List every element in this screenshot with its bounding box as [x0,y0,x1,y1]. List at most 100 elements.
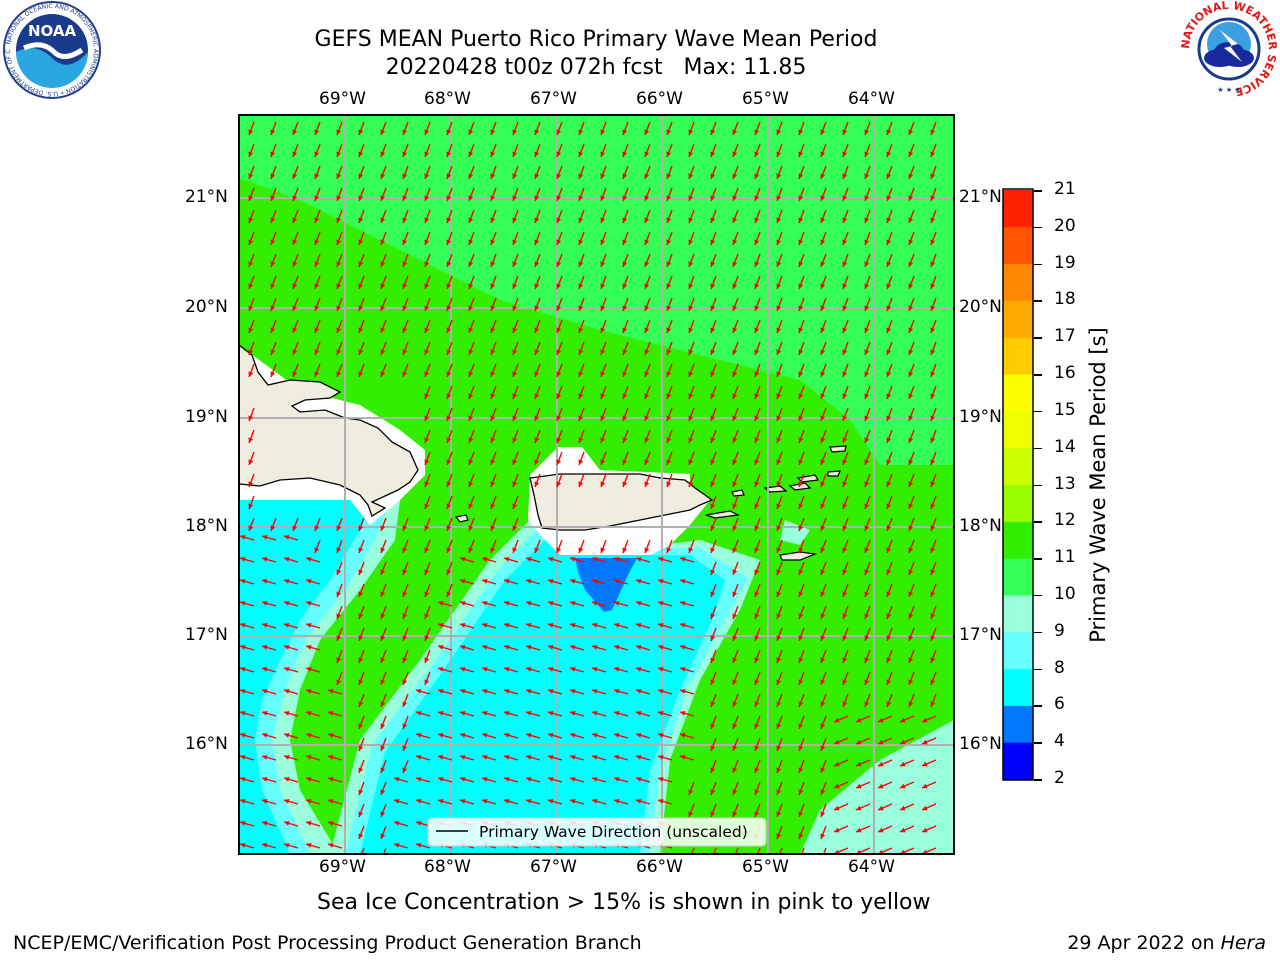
wave-arrow-head [864,371,870,377]
wave-arrow-head [930,459,936,465]
wave-arrow-head [512,349,518,355]
wave-arrow-head [754,349,760,355]
wave-arrow-head [490,261,496,267]
wave-arrow-head [922,783,928,789]
wave-arrow-head [776,525,782,531]
wave-arrow-head [306,688,312,694]
wave-arrow-head [504,600,510,606]
wave-arrow-head [424,657,430,663]
wave-arrow-head [622,305,628,311]
colorbar-tick-mark [1034,705,1042,707]
colorbar-tick-label: 16 [1054,363,1076,384]
wave-arrow-head [336,569,342,575]
wave-arrow-head [842,217,848,223]
wave-arrow-head [776,745,782,751]
wave-arrow-head [482,578,488,584]
wave-arrow-head [468,481,474,487]
wave-arrow-head [622,217,628,223]
wave-arrow-head [424,503,430,509]
land-puerto-rico [529,473,714,531]
wave-arrow-head [578,173,584,179]
wave-arrow-head [864,569,870,575]
wave-arrow-head [710,437,716,443]
wave-arrow-head [622,371,628,377]
wave-arrow-head [886,415,892,421]
wave-arrow-head [358,129,364,135]
sea-ice-note: Sea Ice Concentration > 15% is shown in … [317,890,931,915]
lat-label-right: 18°N [959,516,1002,536]
wave-arrow-head [446,525,452,531]
wave-arrow-head [930,195,936,201]
wave-arrow-head [468,415,474,421]
wave-arrow-head [614,754,620,760]
chart-title-line2: 20220428 t00z 072h fcst Max: 11.85 [385,55,807,80]
wave-arrow-head [592,666,598,672]
wave-arrow-head [688,195,694,201]
wave-arrow-head [512,217,518,223]
wave-arrow-head [490,217,496,223]
wave-arrow-head [490,525,496,531]
colorbar-tick-label: 14 [1054,436,1076,457]
wave-arrow-head [482,556,488,562]
wave-arrow-head [842,547,848,553]
wave-arrow-head [380,833,386,839]
lon-label-bottom: 68°W [424,857,471,877]
wave-arrow-head [534,129,540,135]
wave-arrow-head [358,151,364,157]
wave-arrow-head [358,679,364,685]
wave-arrow-head [644,481,650,487]
wave-arrow-head [512,393,518,399]
wave-arrow-head [864,217,870,223]
wave-arrow-head [526,644,532,650]
wave-arrow-head [306,776,312,782]
wave-arrow-head [424,547,430,553]
wave-arrow-head [504,710,510,716]
wave-arrow-head [732,371,738,377]
colorbar-segment [1003,447,1033,485]
wave-arrow [778,847,783,854]
wave-arrow-head [614,644,620,650]
wave-arrow-head [446,327,452,333]
wave-arrow-head [270,371,276,377]
wave-arrow-head [526,798,532,804]
wave-arrow-head [380,701,386,707]
wave-arrow-head [864,525,870,531]
wave-arrow-head [262,578,268,584]
wave-arrow-head [864,393,870,399]
wave-arrow-head [666,261,672,267]
wave-arrow-head [754,679,760,685]
wave-arrow-head [504,688,510,694]
wave-arrow-head [798,635,804,641]
wave-arrow-head [240,600,246,606]
land-mona-island [454,514,469,523]
wave-arrow-head [416,754,422,760]
wave-arrow-head [570,578,576,584]
wave-arrow-head [512,151,518,157]
wave-arrow-head [380,679,386,685]
wave-arrow-head [556,393,562,399]
wave-arrow-head [886,503,892,509]
wave-arrow-head [878,849,884,854]
wave-arrow-head [512,459,518,465]
wave-arrow-head [402,261,408,267]
wave-arrow-head [798,613,804,619]
wave-arrow-head [820,371,826,377]
wave-arrow-head [666,327,672,333]
wave-arrow-head [328,776,334,782]
wave-arrow-head [776,481,782,487]
wave-arrow-head [930,657,936,663]
wave-arrow-head [248,261,254,267]
land-hispaniola [239,344,419,517]
wave-arrow-head [820,657,826,663]
wave-arrow-head [248,151,254,157]
wave-arrow-head [732,767,738,773]
wave-arrow-head [886,591,892,597]
wave-arrow-head [798,525,804,531]
wave-arrow-head [380,305,386,311]
wave-arrow-head [402,239,408,245]
wave-arrow-head [798,437,804,443]
wave-arrow-head [908,569,914,575]
wave-arrow-head [482,688,488,694]
wave-arrow [360,847,365,854]
wave-arrow-head [754,371,760,377]
